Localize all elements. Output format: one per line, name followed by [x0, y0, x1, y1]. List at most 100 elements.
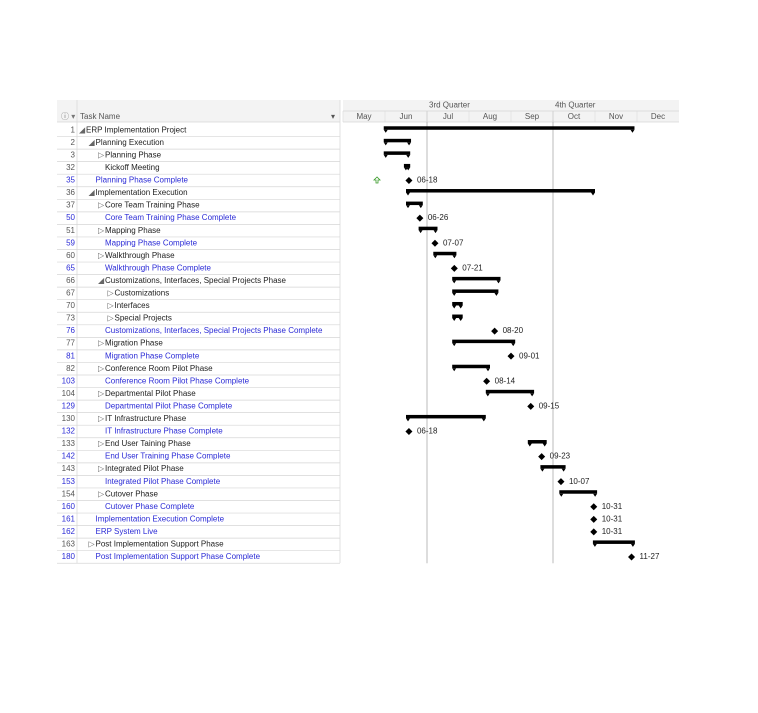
- outline-toggle[interactable]: ▷: [89, 540, 96, 549]
- grid-header: [57, 100, 340, 122]
- row-id: 142: [62, 452, 76, 461]
- milestone-name: Conference Room Pilot Phase Complete: [105, 376, 250, 385]
- bar-end: [383, 142, 412, 146]
- bar-end: [403, 167, 411, 171]
- summary-bar: [452, 276, 501, 281]
- row-id: 180: [62, 552, 76, 561]
- row-id: 65: [66, 263, 75, 272]
- bar-end: [592, 543, 635, 547]
- row-id: 73: [66, 314, 75, 323]
- summary-bar: [406, 414, 486, 419]
- row-id: 2: [71, 138, 76, 147]
- task-name: End User Taining Phase: [105, 439, 191, 448]
- summary-bar: [452, 289, 499, 293]
- task-name: Walkthrough Phase: [105, 251, 175, 260]
- month-label: Jun: [400, 112, 413, 121]
- row-id: 132: [62, 427, 76, 436]
- row-id: 162: [62, 527, 76, 536]
- outline-toggle[interactable]: ▷: [98, 150, 105, 159]
- row-id: 76: [66, 326, 75, 335]
- outline-toggle[interactable]: ▷: [98, 439, 105, 448]
- outline-toggle[interactable]: ▷: [98, 339, 105, 348]
- task-name: IT Infrastructure Phase: [105, 414, 187, 423]
- milestone: [450, 264, 458, 272]
- milestone-date: 08-14: [495, 376, 516, 385]
- bar-end: [406, 418, 486, 422]
- milestone-name: ERP System Live: [96, 527, 159, 536]
- milestone-date: 06-26: [428, 213, 449, 222]
- task-name: Planning Execution: [96, 138, 165, 147]
- outline-toggle[interactable]: ◢: [89, 188, 96, 197]
- milestone: [590, 503, 598, 511]
- summary-bar: [383, 138, 412, 143]
- summary-bar: [406, 189, 595, 193]
- row-id: 51: [66, 226, 75, 235]
- milestone-name: Departmental Pilot Phase Complete: [105, 401, 233, 410]
- bar-end: [383, 129, 635, 133]
- outline-toggle[interactable]: ▷: [98, 201, 105, 210]
- row-id: 160: [62, 502, 76, 511]
- milestone: [483, 377, 491, 385]
- quarter-label: 4th Quarter: [555, 101, 596, 110]
- bar-end: [527, 443, 547, 447]
- outline-toggle[interactable]: ▷: [108, 289, 115, 298]
- column-menu[interactable]: ▾: [331, 112, 335, 121]
- task-name: Migration Phase: [105, 339, 163, 348]
- outline-toggle[interactable]: ◢: [98, 276, 105, 285]
- summary-bar: [452, 314, 463, 319]
- row-id: 104: [62, 389, 76, 398]
- task-name: Customizations: [115, 289, 170, 298]
- row-id: 37: [66, 201, 75, 210]
- milestone-date: 07-07: [443, 238, 464, 247]
- milestone: [527, 402, 535, 410]
- row-id: 50: [66, 213, 75, 222]
- row-id: 82: [66, 364, 75, 373]
- summary-bar: [452, 339, 516, 344]
- task-name: Core Team Training Phase: [105, 201, 200, 210]
- bar-end: [540, 468, 566, 472]
- row-id: 133: [62, 439, 76, 448]
- task-name: Departmental Pilot Phase: [105, 389, 196, 398]
- row-id: 3: [71, 150, 76, 159]
- summary-bar: [418, 226, 438, 231]
- task-name: Post Implementation Support Phase: [96, 540, 225, 549]
- row-id: 153: [62, 477, 76, 486]
- quarter-label: 3rd Quarter: [429, 101, 470, 110]
- row-id: 60: [66, 251, 75, 260]
- bar-end: [559, 493, 598, 497]
- task-name-header: Task Name: [80, 112, 121, 121]
- milestone-date: 08-20: [503, 326, 524, 335]
- outline-toggle[interactable]: ▷: [98, 414, 105, 423]
- milestone: [405, 176, 413, 184]
- milestone-name: Core Team Training Phase Complete: [105, 213, 237, 222]
- bar-end: [452, 280, 501, 284]
- month-label: May: [356, 112, 371, 121]
- milestone-name: Implementation Execution Complete: [96, 514, 225, 523]
- outline-toggle[interactable]: ▷: [98, 389, 105, 398]
- summary-bar: [403, 163, 411, 168]
- milestone: [431, 239, 439, 247]
- row-id: 67: [66, 289, 75, 298]
- milestone: [557, 478, 565, 486]
- milestone-date: 10-31: [602, 502, 623, 511]
- outline-toggle[interactable]: ▷: [98, 364, 105, 373]
- outline-toggle[interactable]: ▷: [108, 314, 115, 323]
- outline-toggle[interactable]: ◢: [89, 138, 96, 147]
- bar-end: [452, 292, 499, 296]
- bar-end: [452, 318, 463, 322]
- outline-toggle[interactable]: ▷: [108, 301, 115, 310]
- bar-end: [452, 305, 463, 309]
- outline-toggle[interactable]: ▷: [98, 489, 105, 498]
- bar-end: [406, 192, 595, 196]
- outline-toggle[interactable]: ▷: [98, 464, 105, 473]
- milestone-name: Customizations, Interfaces, Special Proj…: [105, 326, 323, 335]
- row-id: 143: [62, 464, 76, 473]
- outline-toggle[interactable]: ◢: [79, 125, 86, 134]
- bar-end: [383, 154, 411, 158]
- milestone-name: Post Implementation Support Phase Comple…: [96, 552, 261, 561]
- outline-toggle[interactable]: ▷: [98, 226, 105, 235]
- outline-toggle[interactable]: ▷: [98, 251, 105, 260]
- milestone-name: Planning Phase Complete: [96, 176, 189, 185]
